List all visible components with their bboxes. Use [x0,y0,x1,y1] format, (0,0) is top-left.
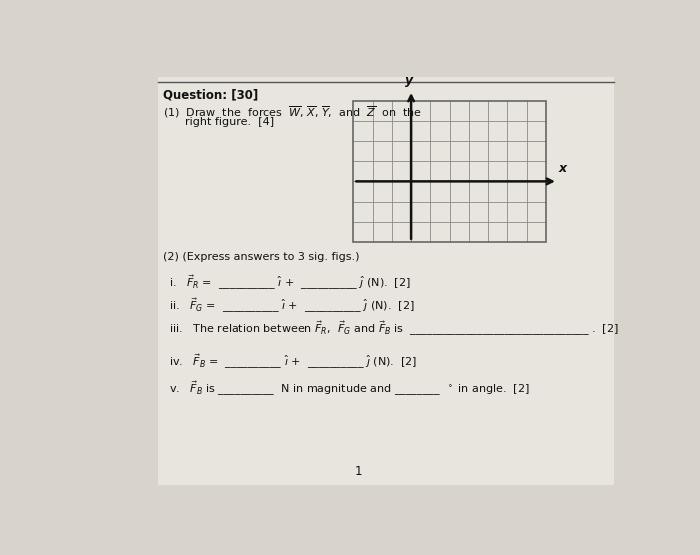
Bar [354,101,546,242]
Text: (1)  Draw  the  forces  $\overline{W}$, $\overline{X}$, $\overline{Y}$,  and  $\: (1) Draw the forces $\overline{W}$, $\ov… [163,104,422,120]
Text: Question: [30]: Question: [30] [163,89,259,102]
Text: iii.   The relation between $\vec{F}_R$,  $\vec{F}_G$ and $\vec{F}_B$ is  ______: iii. The relation between $\vec{F}_R$, $… [169,320,619,338]
Text: iv.   $\vec{F}_B$ =  __________ $\hat{\imath}$ +  __________ $\hat{\jmath}$ (N).: iv. $\vec{F}_B$ = __________ $\hat{\imat… [169,353,417,371]
Text: ii.   $\vec{F}_G$ =  __________ $\hat{\imath}$ +  __________ $\hat{\jmath}$ (N).: ii. $\vec{F}_G$ = __________ $\hat{\imat… [169,296,414,315]
Text: v.   $\vec{F}_B$ is __________  N in magnitude and ________  $^\circ$ in angle. : v. $\vec{F}_B$ is __________ N in magnit… [169,380,530,398]
Text: 1: 1 [355,465,363,478]
Text: i.   $\vec{F}_R$ =  __________ $\hat{\imath}$ +  __________ $\hat{\jmath}$ (N). : i. $\vec{F}_R$ = __________ $\hat{\imath… [169,274,411,292]
Text: y: y [405,74,413,87]
Text: x: x [559,163,567,175]
Text: (2) (Express answers to 3 sig. figs.): (2) (Express answers to 3 sig. figs.) [163,253,360,263]
Text: right figure.  [4]: right figure. [4] [185,117,274,127]
FancyBboxPatch shape [158,77,614,486]
